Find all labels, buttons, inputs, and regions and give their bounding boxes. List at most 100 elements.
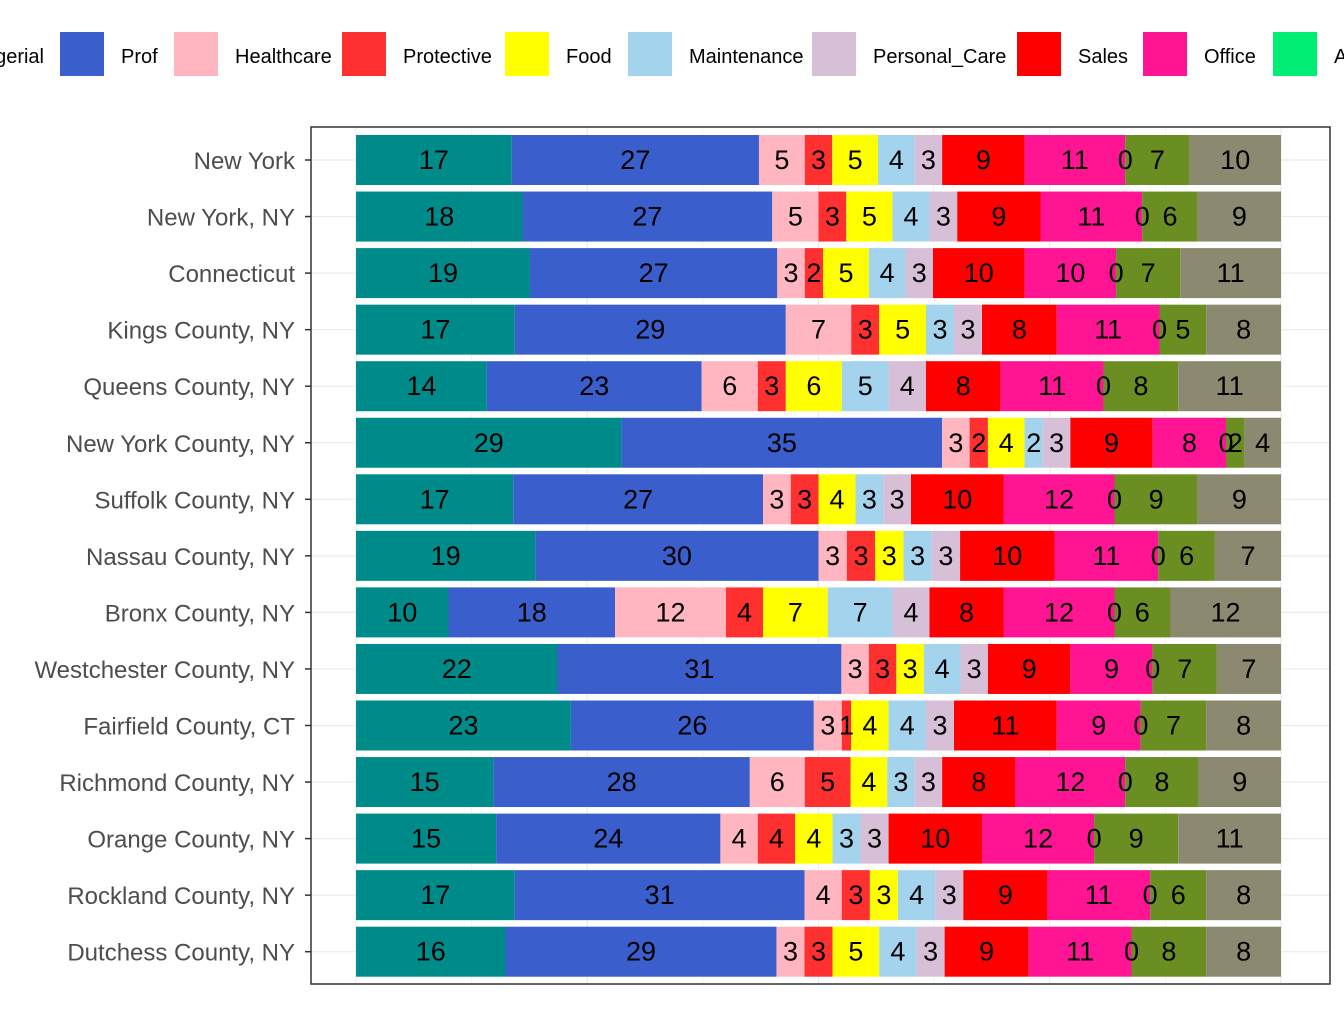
data-label: 3 bbox=[811, 937, 826, 967]
bar-segment bbox=[522, 191, 773, 242]
bar-segment bbox=[1197, 474, 1281, 525]
bar-segment bbox=[868, 248, 906, 299]
bar-segment bbox=[883, 474, 911, 525]
bar-segment bbox=[356, 191, 523, 242]
bar-segment bbox=[804, 926, 833, 977]
bar-segment bbox=[1114, 587, 1170, 638]
data-label: 9 bbox=[1091, 711, 1106, 741]
bar-segment bbox=[557, 643, 842, 694]
data-label: 9 bbox=[1104, 428, 1119, 458]
data-label: 9 bbox=[991, 202, 1006, 232]
bar-segment bbox=[615, 587, 726, 638]
data-label: 10 bbox=[920, 824, 950, 854]
data-label: 9 bbox=[976, 145, 991, 175]
bar-segment bbox=[879, 926, 917, 977]
bar-segment bbox=[960, 530, 1055, 581]
data-label: 4 bbox=[816, 880, 831, 910]
data-label: 27 bbox=[620, 145, 650, 175]
data-label: 4 bbox=[861, 767, 876, 797]
bar-segment bbox=[846, 191, 893, 242]
y-tick-label: Queens County, NY bbox=[83, 374, 295, 401]
bar-segment bbox=[1206, 870, 1281, 921]
data-label: 7 bbox=[1240, 541, 1255, 571]
bar-segment bbox=[846, 530, 876, 581]
y-tick-label: Nassau County, NY bbox=[86, 544, 295, 571]
data-label: 4 bbox=[1255, 428, 1270, 458]
data-label: 11 bbox=[1038, 371, 1066, 401]
bar-segment bbox=[795, 813, 833, 864]
y-tick-label: Connecticut bbox=[168, 261, 295, 288]
bar-segment bbox=[726, 587, 763, 638]
legend-key bbox=[60, 32, 104, 76]
bar-segment bbox=[785, 304, 852, 355]
data-label: 5 bbox=[858, 371, 873, 401]
legend-label: Healthcare bbox=[235, 46, 332, 68]
bar-segment bbox=[888, 361, 926, 412]
bar-segment bbox=[1197, 191, 1281, 242]
bar-segment bbox=[818, 474, 856, 525]
data-label: 23 bbox=[448, 711, 478, 741]
data-label: 8 bbox=[956, 371, 971, 401]
data-label: 6 bbox=[1162, 202, 1177, 232]
data-label: 29 bbox=[626, 937, 656, 967]
data-label: 11 bbox=[1216, 824, 1244, 854]
data-label: 3 bbox=[932, 315, 947, 345]
legend-key bbox=[628, 32, 672, 76]
bar-segment bbox=[1003, 474, 1115, 525]
bar-segment bbox=[356, 530, 536, 581]
bar-segment bbox=[1028, 926, 1132, 977]
data-label: 2 bbox=[971, 428, 986, 458]
bar-segment bbox=[514, 870, 805, 921]
data-label: 11 bbox=[1216, 371, 1244, 401]
data-label: 2 bbox=[806, 258, 821, 288]
legend-label: Personal_Care bbox=[873, 46, 1006, 68]
data-label: 9 bbox=[1232, 767, 1247, 797]
bar-segment bbox=[953, 700, 1057, 751]
data-label: 5 bbox=[1175, 315, 1190, 345]
bar-segment bbox=[942, 417, 970, 468]
bar-segment bbox=[505, 926, 777, 977]
data-label: 3 bbox=[923, 937, 938, 967]
data-label: 3 bbox=[921, 145, 936, 175]
data-label: 12 bbox=[1044, 597, 1074, 627]
bar-segment bbox=[878, 135, 915, 185]
bar-segment bbox=[1206, 926, 1281, 977]
data-label: 12 bbox=[655, 597, 685, 627]
data-label: 3 bbox=[820, 711, 835, 741]
data-label: 27 bbox=[632, 202, 662, 232]
data-label: 0 bbox=[1145, 654, 1160, 684]
data-label: 4 bbox=[880, 258, 895, 288]
data-label: 3 bbox=[858, 315, 873, 345]
bar-segment bbox=[841, 361, 889, 412]
y-tick-label: Dutchess County, NY bbox=[67, 940, 295, 967]
data-label: 6 bbox=[1135, 597, 1150, 627]
legend-label: gerial bbox=[0, 46, 44, 68]
bar-segment bbox=[1189, 135, 1281, 185]
bar-segment bbox=[914, 757, 943, 808]
data-label: 8 bbox=[1182, 428, 1197, 458]
data-label: 11 bbox=[1217, 258, 1245, 288]
data-label: 17 bbox=[419, 145, 449, 175]
bar-segment bbox=[356, 304, 515, 355]
bar-segment bbox=[356, 643, 558, 694]
bar-segment bbox=[1216, 643, 1281, 694]
bar-segment bbox=[925, 361, 1001, 412]
bar-segment bbox=[496, 813, 721, 864]
data-label: 8 bbox=[959, 597, 974, 627]
bar-segment bbox=[356, 700, 571, 751]
data-label: 10 bbox=[387, 597, 417, 627]
data-label: 5 bbox=[788, 202, 803, 232]
data-label: 4 bbox=[900, 371, 915, 401]
bar-segment bbox=[535, 530, 819, 581]
data-label: 7 bbox=[1177, 654, 1192, 684]
data-label: 17 bbox=[420, 315, 450, 345]
data-label: 11 bbox=[1092, 541, 1120, 571]
data-label: 4 bbox=[732, 824, 747, 854]
data-label: 4 bbox=[890, 937, 905, 967]
bar-segment bbox=[1116, 248, 1181, 299]
bar-segment bbox=[1024, 248, 1117, 299]
data-label: 4 bbox=[769, 824, 784, 854]
bar-segment bbox=[1206, 700, 1281, 751]
bar-segment bbox=[1178, 813, 1281, 864]
y-axis: New York New York, NY Connecticut Kings Cou… bbox=[34, 148, 311, 967]
